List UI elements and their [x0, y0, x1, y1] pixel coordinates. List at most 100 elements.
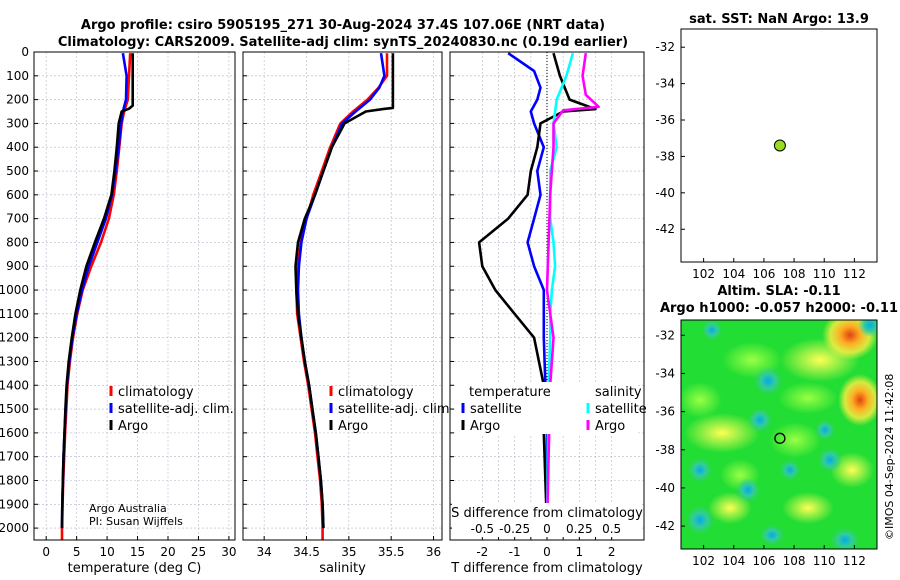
legend-label: climatology	[118, 385, 194, 400]
x-tick-label: 15	[130, 545, 145, 559]
series-line	[294, 53, 395, 529]
y-tick-label: 1600	[0, 426, 29, 440]
y-tick-label: 1400	[0, 378, 29, 392]
temperature-panel: 0 5 10 15 20 25 300100200300400500600700800900…	[0, 45, 237, 576]
x-tick-label: 36	[426, 545, 441, 559]
plot-background	[34, 52, 235, 540]
anomaly-blob	[858, 320, 877, 337]
x-tick-label: 34.5	[293, 545, 320, 559]
heatmap-field	[681, 320, 877, 549]
x-tick-label: 30	[221, 545, 236, 559]
anomaly-blob	[686, 506, 714, 534]
anomaly-blob	[815, 420, 835, 440]
figure-title-line2: Climatology: CARS2009. Satellite-adj cli…	[58, 35, 628, 50]
legend-label: Argo	[338, 419, 368, 434]
legend-header-sal: salinity	[595, 385, 642, 400]
anomaly-blob	[778, 382, 838, 414]
secondary-axis-label: S difference from climatology	[451, 506, 643, 521]
anomaly-blob	[681, 382, 722, 418]
argo-position-marker	[774, 432, 786, 444]
legend-label: Argo	[595, 419, 625, 434]
legend-label: satellite	[470, 402, 522, 417]
anomaly-blob	[769, 422, 821, 458]
y-tick-label: -36	[655, 113, 675, 127]
y-tick-label: -40	[655, 481, 675, 495]
series-line	[545, 53, 600, 529]
x-tick-label: 2	[608, 545, 616, 559]
secondary-tick-label: 0.25	[566, 522, 593, 536]
argo-position-marker	[773, 139, 786, 152]
y-tick-label: 1100	[0, 307, 29, 321]
y-tick-label: 700	[6, 212, 29, 226]
x-tick-label: -1	[509, 545, 521, 559]
y-tick-label: 900	[6, 259, 29, 273]
anomaly-blob	[760, 525, 784, 545]
y-tick-label: -32	[655, 40, 675, 54]
x-tick-label: 106	[752, 554, 775, 568]
legend-label: satellite-adj. clim.	[338, 402, 454, 417]
x-tick-label: 5	[73, 545, 81, 559]
imos-timestamp: ©IMOS 04-Sep-2024 11:42:08	[883, 374, 896, 540]
x-tick-label: 0	[543, 545, 551, 559]
anomaly-blob	[838, 374, 877, 426]
y-tick-label: -40	[655, 186, 675, 200]
y-tick-label: 600	[6, 188, 29, 202]
x-tick-label: 108	[783, 554, 806, 568]
sst-map-panel: sat. SST: NaN Argo: 13.9 102 104 106 108 110 1…	[655, 12, 878, 281]
y-tick-label: 500	[6, 164, 29, 178]
x-tick-label: 104	[722, 267, 745, 281]
plot-frame	[242, 51, 443, 541]
y-tick-label: 1900	[0, 497, 29, 511]
secondary-axis-bg	[452, 503, 642, 537]
y-tick-label: -42	[655, 519, 675, 533]
x-axis-label: salinity	[319, 561, 366, 576]
y-tick-label: 200	[6, 93, 29, 107]
map-frame	[680, 319, 878, 550]
x-tick-label: 10	[99, 545, 114, 559]
y-tick-label: -34	[655, 77, 675, 91]
x-tick-label: 112	[843, 267, 866, 281]
y-tick-label: 2000	[0, 521, 29, 535]
y-tick-label: 1300	[0, 354, 29, 368]
series-line	[60, 53, 134, 529]
anomaly-blob	[702, 320, 722, 340]
anomaly-blob	[748, 408, 772, 432]
map-title-line1: Altim. SLA: -0.11	[717, 284, 840, 299]
y-tick-label: -38	[655, 149, 675, 163]
x-tick-label: 110	[813, 554, 836, 568]
credit-line2: PI: Susan Wijffels	[89, 515, 183, 528]
anomaly-blob	[754, 367, 782, 395]
x-tick-label: 106	[752, 267, 775, 281]
x-axis-label: temperature (deg C)	[68, 561, 202, 576]
y-tick-label: 0	[21, 45, 29, 59]
y-tick-label: 1700	[0, 450, 29, 464]
x-tick-label: 20	[160, 545, 175, 559]
legend-label: Argo	[470, 419, 500, 434]
legend-label: satellite	[595, 402, 647, 417]
y-tick-label: -34	[655, 366, 675, 380]
anomaly-blob	[831, 528, 859, 549]
x-tick-label: 35	[341, 545, 356, 559]
legend-label: Argo	[118, 419, 148, 434]
anomaly-blob	[780, 460, 800, 480]
x-tick-label: -2	[476, 545, 488, 559]
salinity-panel: 34 34.5 35 35.5 36 salinity climatology satelli…	[242, 51, 454, 576]
x-tick-label: 102	[692, 267, 715, 281]
anomaly-blob	[688, 458, 712, 482]
anomaly-blob	[708, 492, 752, 524]
legend-label: satellite-adj. clim.	[118, 402, 234, 417]
secondary-tick-label: -0.5	[471, 522, 494, 536]
secondary-tick-label: -0.25	[499, 522, 530, 536]
y-tick-label: 300	[6, 116, 29, 130]
x-tick-label: 34	[257, 545, 272, 559]
x-tick-label: 0	[42, 545, 50, 559]
figure-title-line1: Argo profile: csiro 5905195_271 30-Aug-2…	[81, 18, 605, 33]
anomaly-blob	[782, 492, 834, 524]
plot-frame	[33, 51, 236, 541]
secondary-tick-label: 0.5	[602, 522, 621, 536]
x-tick-label: 35.5	[378, 545, 405, 559]
y-tick-label: 400	[6, 140, 29, 154]
x-tick-label: 102	[692, 554, 715, 568]
map-title: sat. SST: NaN Argo: 13.9	[689, 12, 869, 27]
